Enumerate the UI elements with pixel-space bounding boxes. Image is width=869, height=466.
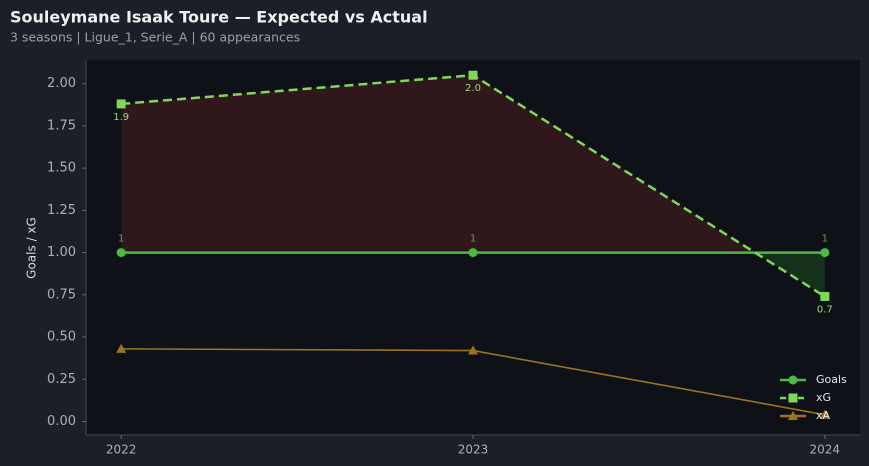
y-tick-label: 2.00 (47, 76, 76, 91)
y-tick-label: 1.75 (47, 118, 76, 133)
point (468, 70, 478, 80)
y-tick-label: 0.50 (47, 330, 76, 345)
value-label: 2.0 (465, 83, 481, 94)
legend-marker (788, 411, 798, 420)
legend-marker (788, 393, 798, 403)
point (820, 291, 830, 301)
y-tick-label: 0.25 (47, 372, 76, 387)
point (820, 248, 830, 258)
y-tick-label: 1.00 (47, 245, 76, 260)
legend-label: Goals (816, 373, 847, 386)
chart-title: Souleymane Isaak Toure — Expected vs Act… (10, 8, 428, 27)
gap-fill (121, 75, 473, 253)
x-tick-label: 2022 (106, 443, 137, 457)
point (468, 345, 478, 355)
value-label: 1 (118, 234, 124, 245)
x-tick-label: 2024 (810, 443, 841, 457)
legend-label: xA (816, 409, 831, 422)
point (819, 409, 830, 419)
y-axis-label: Goals / xG (25, 217, 39, 279)
value-label: 1 (822, 234, 828, 245)
point (116, 99, 126, 109)
value-label: 1.9 (113, 112, 129, 123)
y-tick-label: 0.75 (47, 287, 76, 302)
value-label: 0.7 (817, 304, 833, 315)
legend-marker (788, 375, 798, 385)
y-tick-label: 1.50 (47, 161, 76, 176)
point (116, 248, 126, 258)
chart-subtitle: 3 seasons | Ligue_1, Serie_A | 60 appear… (10, 30, 300, 45)
plot-area (86, 60, 860, 435)
x-tick-label: 2023 (458, 443, 489, 457)
value-label: 1 (470, 234, 476, 245)
point (468, 248, 478, 258)
legend-label: xG (816, 391, 831, 404)
y-tick-label: 1.25 (47, 203, 76, 218)
point (116, 343, 127, 353)
y-tick-label: 0.00 (47, 414, 76, 429)
